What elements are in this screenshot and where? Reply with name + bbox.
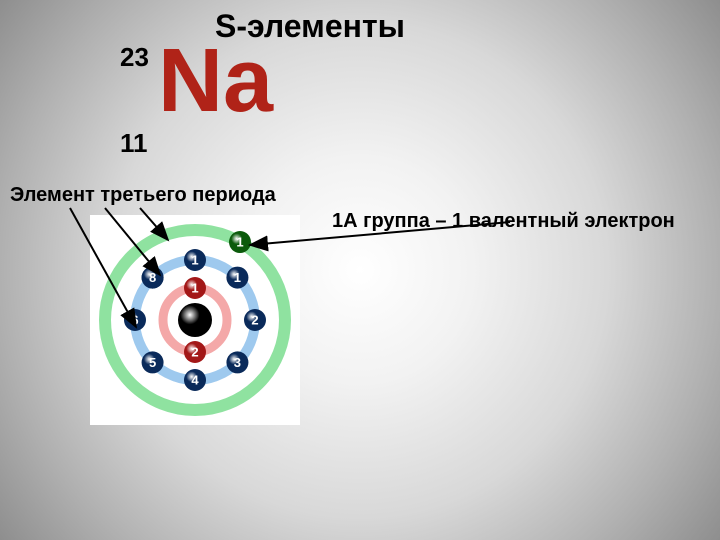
svg-text:1: 1 [236,235,243,250]
svg-text:2: 2 [251,313,258,328]
atomic-number: 11 [120,128,148,159]
svg-text:4: 4 [191,373,199,388]
svg-text:3: 3 [234,355,241,370]
svg-text:8: 8 [149,270,156,285]
svg-text:6: 6 [131,313,138,328]
svg-text:1: 1 [191,281,198,296]
group-label: 1А группа – 1 валентный электрон [332,210,675,233]
svg-text:2: 2 [191,345,198,360]
period-label: Элемент третьего периода [10,184,276,207]
svg-text:5: 5 [149,355,156,370]
svg-text:1: 1 [191,253,198,268]
svg-text:1: 1 [234,270,241,285]
atom-diagram: 121123456781 [90,215,300,425]
mass-number: 23 [120,42,149,73]
element-symbol: Na [158,36,273,126]
